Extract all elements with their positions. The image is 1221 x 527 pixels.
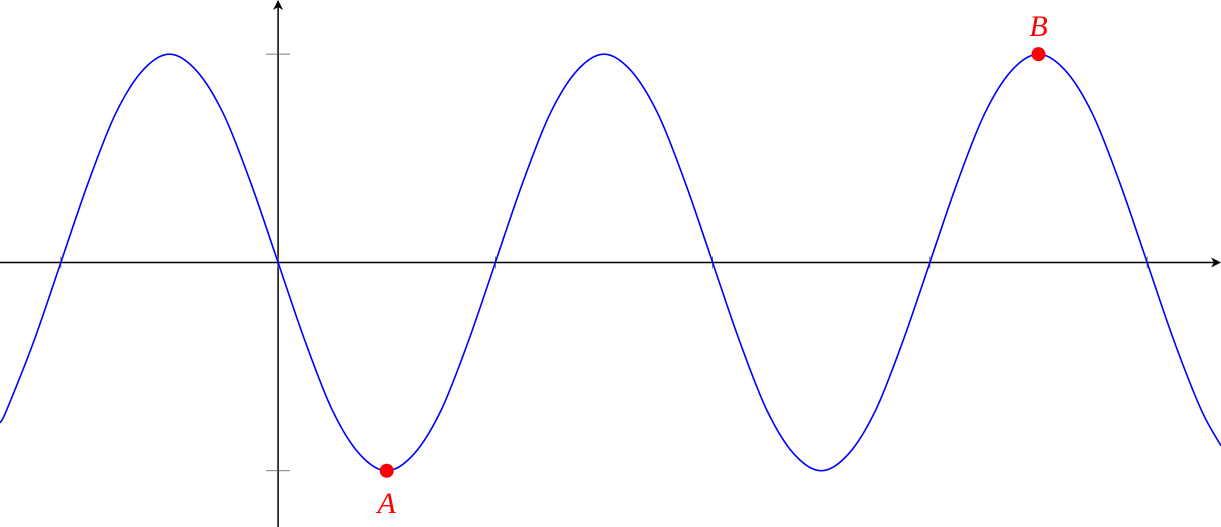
curve [0,53,1221,472]
point-label: B [1029,10,1047,43]
point [1031,47,1046,62]
point [379,463,394,478]
point-label: A [376,487,397,520]
